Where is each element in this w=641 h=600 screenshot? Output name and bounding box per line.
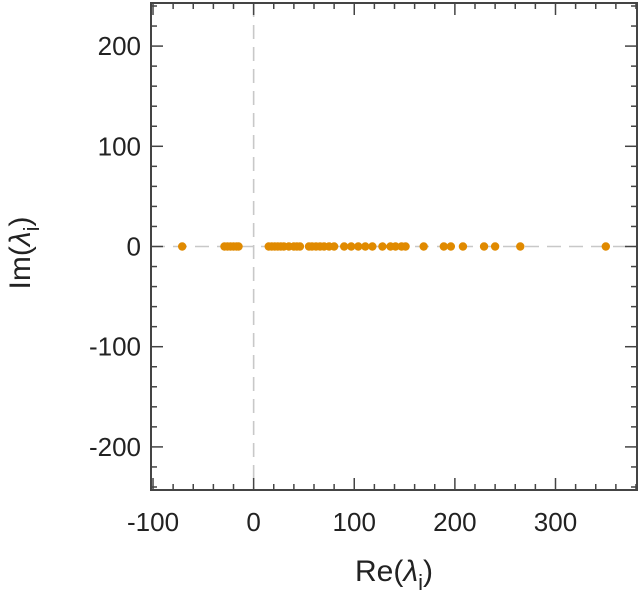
data-point	[329, 242, 339, 251]
y-tick-label: 0	[127, 232, 141, 262]
data-point	[339, 242, 349, 251]
axis-ticks	[151, 3, 637, 490]
data-point	[601, 242, 611, 251]
x-tick-label: 300	[534, 507, 577, 537]
x-tick-label: 100	[333, 507, 376, 537]
x-axis-title-suffix: )	[423, 555, 433, 588]
y-tick-label: -200	[89, 432, 141, 462]
x-axis-title: Re(λi)	[355, 555, 433, 595]
data-point	[516, 242, 525, 251]
data-point	[234, 242, 243, 251]
data-point	[419, 242, 428, 251]
data-point	[439, 242, 449, 251]
data-point	[490, 242, 500, 251]
x-axis-title-prefix: Re(	[355, 555, 403, 588]
data-point	[446, 242, 456, 251]
y-tick-labels: -200 -100 0 100 200	[89, 31, 141, 462]
data-point	[354, 242, 363, 251]
y-axis-title-subscript: i	[19, 227, 44, 232]
y-tick-label: 100	[98, 131, 141, 161]
data-point	[401, 242, 410, 251]
y-axis-title: Im(λi)	[4, 217, 44, 290]
data-point	[368, 242, 377, 251]
data-point	[479, 242, 489, 251]
y-axis-title-prefix: Im(	[4, 246, 37, 289]
x-tick-label: 0	[246, 507, 260, 537]
data-point	[295, 242, 305, 251]
x-axis-title-symbol: λ	[401, 555, 418, 588]
data-point	[177, 242, 187, 251]
x-tick-label: -100	[127, 507, 179, 537]
y-tick-label: 200	[98, 31, 141, 61]
x-tick-label: 200	[433, 507, 476, 537]
y-axis-title-symbol: λ	[4, 231, 37, 248]
data-point	[347, 242, 356, 251]
data-points	[177, 242, 611, 251]
y-axis-title-suffix: )	[4, 217, 37, 227]
x-axis-title-subscript: i	[418, 570, 423, 595]
data-point	[378, 242, 387, 251]
data-point	[361, 242, 370, 251]
y-tick-label: -100	[89, 332, 141, 362]
x-tick-labels: -100 0 100 200 300	[127, 507, 577, 537]
data-point	[458, 242, 468, 251]
data-point	[391, 242, 400, 251]
